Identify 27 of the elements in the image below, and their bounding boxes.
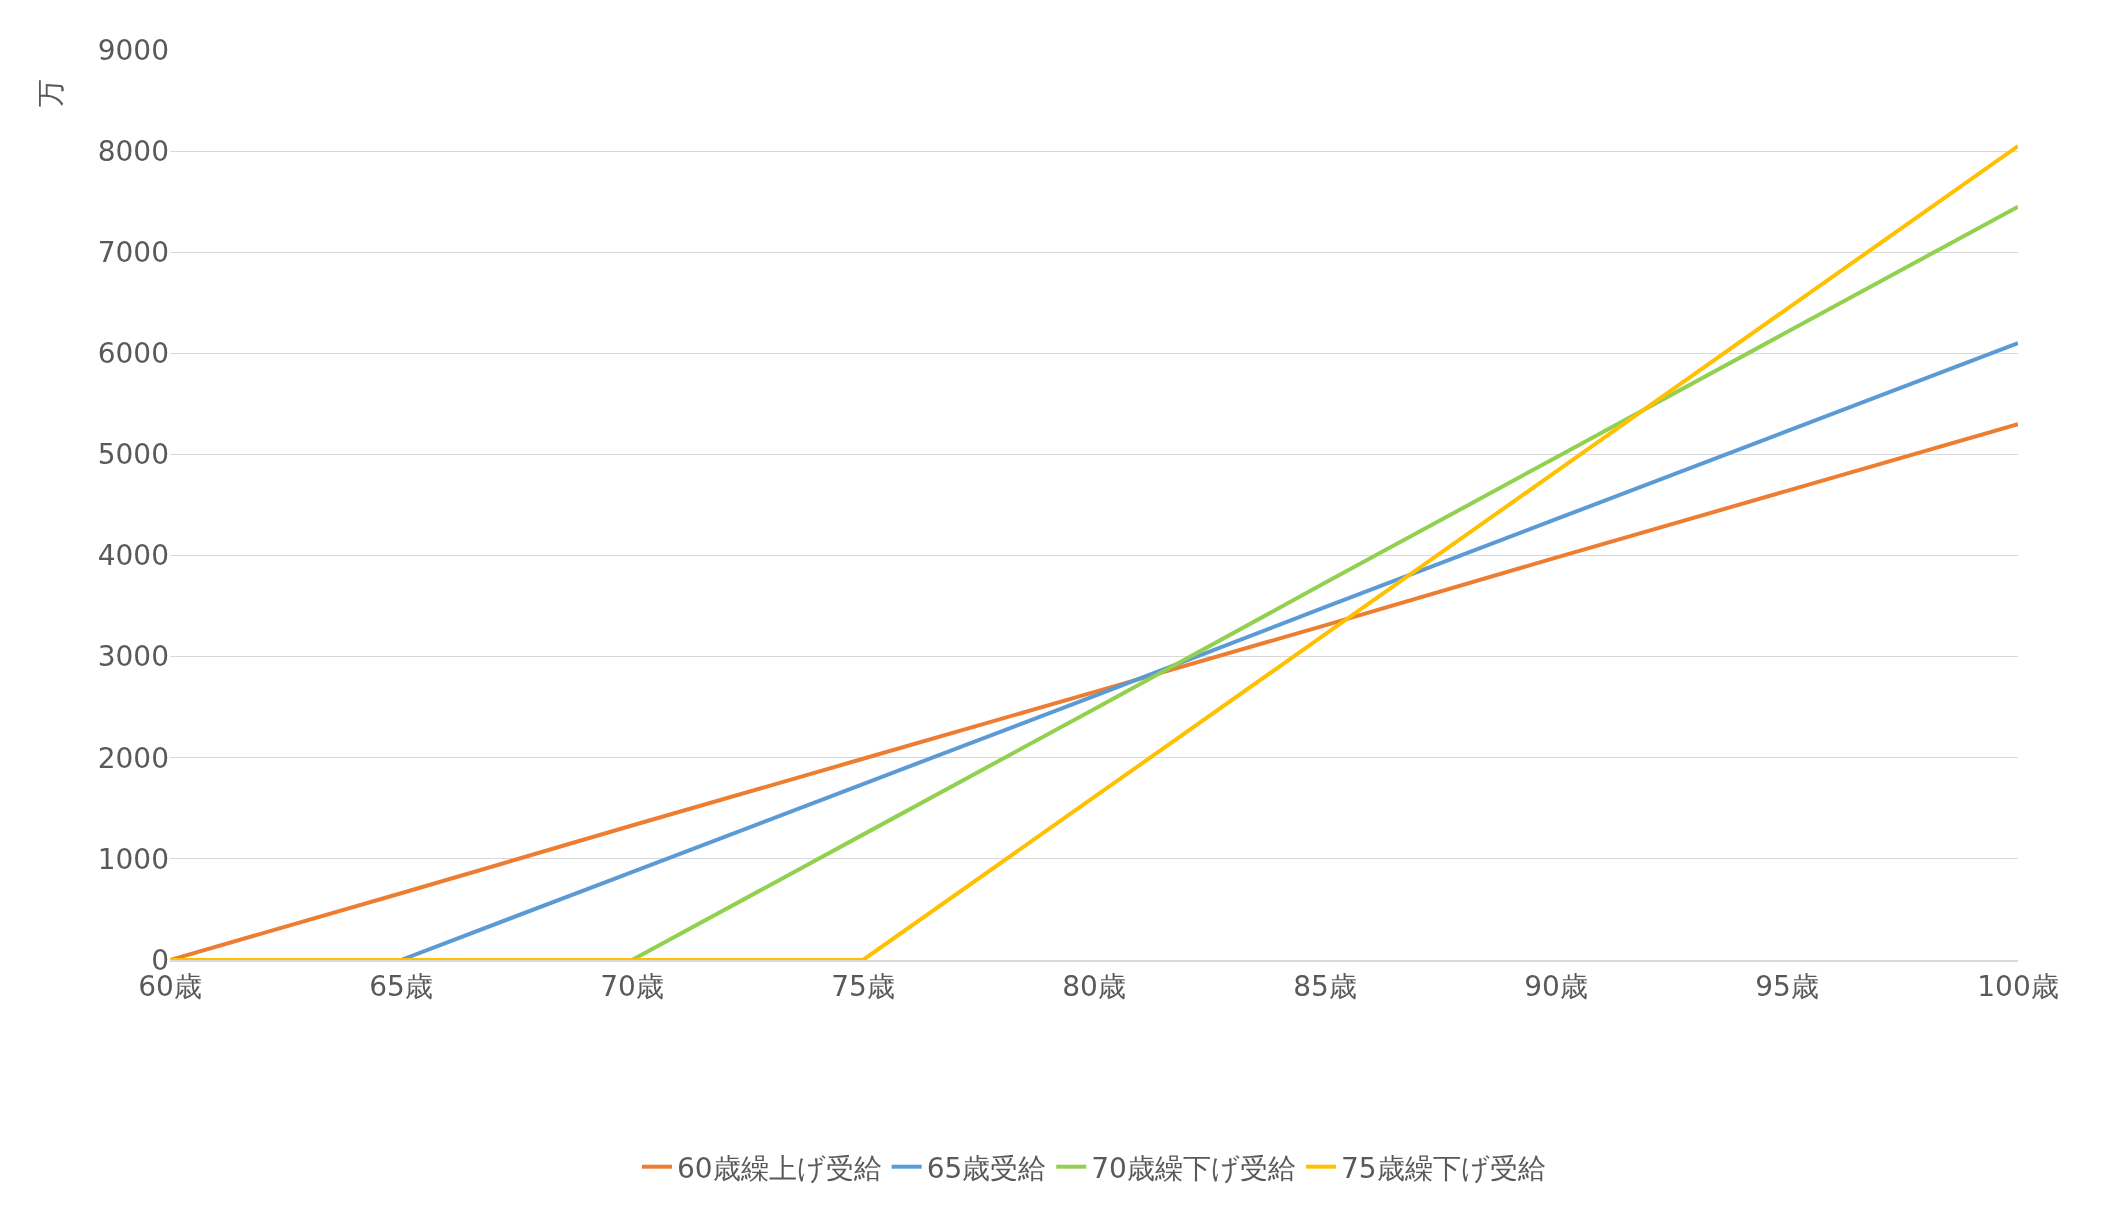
y-tick-label: 8000: [97, 134, 169, 168]
x-tick-label: 95歳: [1755, 969, 1819, 1003]
y-tick-label: 4000: [97, 539, 169, 573]
legend-label: 70歳繰下げ受給: [1091, 1151, 1296, 1185]
x-tick-label: 70歳: [600, 969, 664, 1003]
y-axis-title: 万: [33, 79, 67, 108]
y-tick-label: 2000: [97, 741, 169, 775]
line-series: [630, 204, 2018, 960]
x-tick-label: 90歳: [1524, 969, 1588, 1003]
y-tick-label: 6000: [97, 337, 169, 371]
line-series: [170, 422, 2018, 960]
y-tick-label: 5000: [97, 438, 169, 472]
x-tick-label: 65歳: [369, 969, 433, 1003]
x-tick-label: 60歳: [138, 969, 202, 1003]
legend-label: 65歳受給: [926, 1151, 1047, 1185]
y-tick-label: 9000: [97, 33, 169, 67]
x-tick-label: 80歳: [1062, 969, 1126, 1003]
line-series: [399, 341, 2018, 960]
x-tick-label: 85歳: [1293, 969, 1357, 1003]
y-tick-label: 3000: [97, 640, 169, 674]
legend-label: 75歳繰下げ受給: [1340, 1151, 1546, 1185]
legend-label: 60歳繰上げ受給: [677, 1151, 882, 1185]
y-tick-label: 7000: [97, 236, 169, 270]
x-tick-label: 75歳: [831, 969, 895, 1003]
x-tick-label: 100歳: [1977, 969, 2059, 1003]
y-tick-label: 1000: [97, 842, 169, 876]
line-series: [170, 144, 2018, 960]
